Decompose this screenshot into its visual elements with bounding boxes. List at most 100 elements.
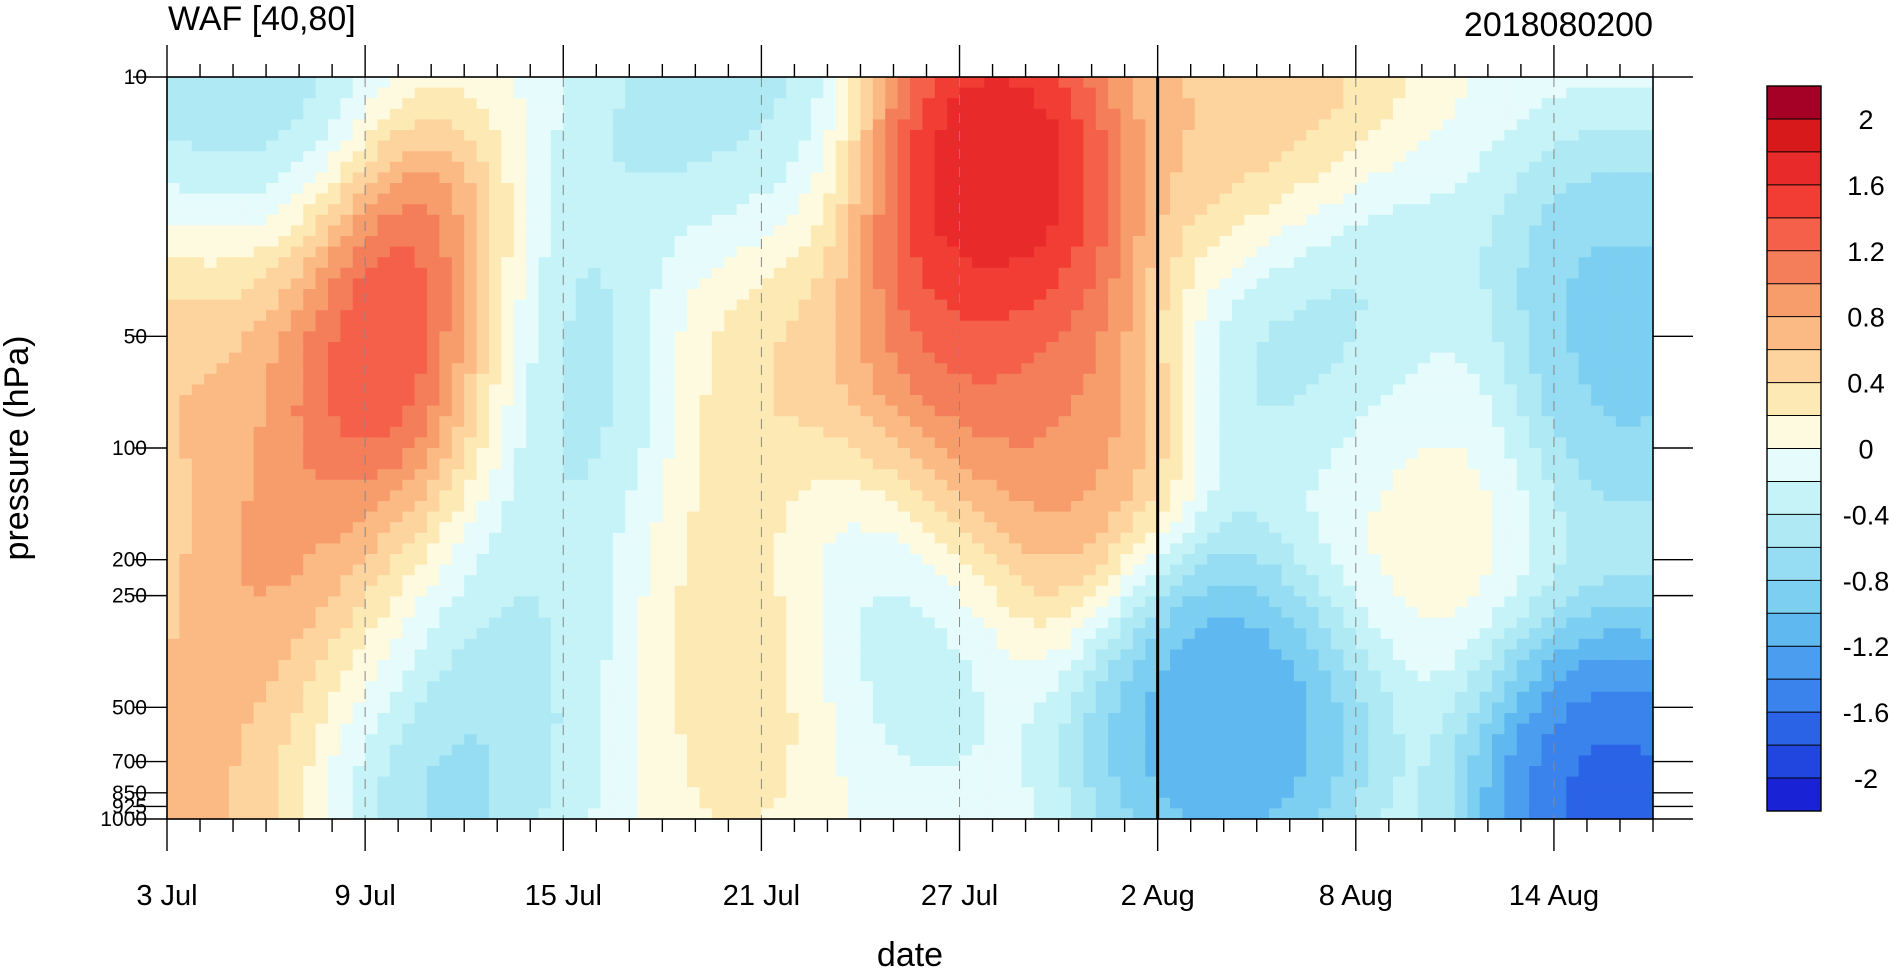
contour-cell [501, 681, 515, 693]
contour-cell [786, 299, 800, 311]
contour-cell [1021, 384, 1035, 396]
contour-cell [910, 77, 923, 89]
contour-cell [303, 289, 317, 301]
contour-cell [563, 691, 577, 703]
contour-cell [303, 660, 317, 672]
contour-cell [501, 363, 515, 375]
contour-cell [315, 755, 329, 767]
contour-cell [637, 278, 651, 290]
contour-cell [513, 151, 527, 163]
contour-cell [365, 787, 379, 799]
contour-cell [971, 511, 985, 523]
contour-cell [327, 479, 341, 491]
contour-cell [476, 331, 490, 343]
contour-cell [464, 426, 478, 438]
contour-cell [575, 257, 589, 269]
contour-cell [402, 670, 416, 682]
contour-cell [848, 119, 862, 131]
contour-cell [526, 384, 540, 396]
contour-cell [550, 278, 564, 290]
contour-cell [427, 183, 441, 195]
contour-cell [241, 649, 255, 661]
contour-cell [835, 479, 849, 491]
contour-cell [241, 236, 255, 248]
contour-cell [996, 172, 1010, 184]
contour-cell [204, 246, 218, 258]
contour-cell [897, 204, 911, 216]
contour-cell [389, 501, 403, 513]
contour-cell [699, 564, 713, 576]
contour-cell [885, 363, 899, 375]
contour-cell [1009, 130, 1023, 142]
contour-cell [241, 607, 255, 619]
contour-cell [191, 320, 205, 332]
contour-cell [848, 98, 862, 110]
contour-cell [922, 320, 936, 332]
contour-cell [711, 278, 725, 290]
contour-cell [327, 214, 341, 226]
contour-cell [266, 490, 280, 502]
contour-cell [897, 310, 911, 322]
contour-cell [588, 670, 602, 682]
contour-cell [687, 373, 701, 385]
contour-cell [204, 373, 218, 385]
contour-cell [872, 691, 886, 703]
contour-cell [662, 479, 676, 491]
contour-cell [340, 320, 354, 332]
contour-cell [588, 723, 602, 735]
contour-cell [996, 755, 1010, 767]
contour-cell [600, 607, 614, 619]
contour-cell [414, 373, 428, 385]
contour-cell [736, 331, 750, 343]
contour-cell [600, 532, 614, 544]
contour-cell [538, 469, 552, 481]
contour-cell [872, 755, 886, 767]
contour-cell [266, 161, 280, 173]
contour-cell [253, 681, 267, 693]
contour-cell [526, 140, 540, 152]
contour-cell [204, 490, 218, 502]
contour-cell [959, 236, 973, 248]
contour-cell [315, 310, 329, 322]
contour-cell [749, 681, 762, 693]
contour-cell [389, 649, 403, 661]
contour-cell [984, 501, 998, 513]
contour-cell [389, 77, 403, 89]
contour-cell [216, 130, 230, 142]
contour-cell [204, 670, 218, 682]
contour-cell [773, 564, 787, 576]
contour-cell [550, 511, 564, 523]
contour-cell [872, 151, 886, 163]
contour-cell [662, 405, 676, 417]
contour-cell [823, 702, 837, 714]
contour-cell [204, 691, 218, 703]
contour-cell [662, 310, 676, 322]
contour-cell [600, 479, 614, 491]
contour-cell [872, 522, 886, 534]
contour-cell [711, 501, 725, 513]
contour-cell [476, 469, 490, 481]
contour-cell [228, 469, 242, 481]
contour-cell [860, 87, 874, 99]
contour-cell [625, 713, 639, 725]
contour-cell [947, 543, 961, 555]
contour-cell [860, 151, 874, 163]
contour-cell [216, 193, 230, 205]
contour-cell [835, 628, 849, 640]
contour-cell [897, 299, 911, 311]
contour-cell [278, 426, 292, 438]
contour-cell [996, 469, 1010, 481]
contour-cell [513, 363, 527, 375]
contour-cell [389, 638, 403, 650]
contour-cell [922, 183, 936, 195]
contour-cell [303, 373, 317, 385]
contour-cell [327, 98, 341, 110]
contour-cell [786, 373, 800, 385]
contour-cell [996, 130, 1010, 142]
contour-cell [377, 787, 391, 799]
contour-cell [711, 108, 725, 120]
contour-cell [959, 437, 973, 449]
contour-cell [563, 267, 577, 279]
contour-cell [575, 543, 589, 555]
contour-cell [724, 87, 738, 99]
